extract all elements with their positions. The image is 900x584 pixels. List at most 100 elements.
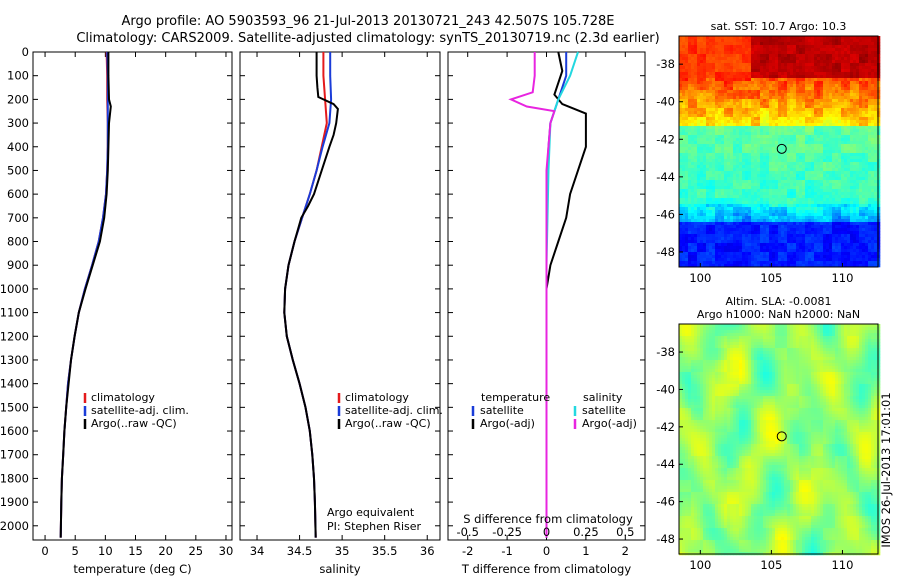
map-cell (745, 246, 748, 249)
map-cell (721, 186, 724, 189)
map-cell (874, 240, 877, 243)
map-cell (694, 171, 697, 174)
map-cell (766, 126, 769, 129)
map-cell (784, 231, 787, 234)
map-cell (724, 132, 727, 135)
map-cell (817, 204, 820, 207)
map-cell (850, 129, 853, 132)
map-cell (688, 159, 691, 162)
map-cell (820, 198, 823, 201)
map-cell (814, 156, 817, 159)
map-cell (703, 216, 706, 219)
map-cell (709, 81, 712, 84)
map-cell (781, 231, 784, 234)
map-cell (715, 117, 718, 120)
map-cell (733, 192, 736, 195)
map-cell (742, 111, 745, 114)
map-cell (874, 102, 877, 105)
map-cell (805, 141, 808, 144)
map-cell (796, 75, 799, 78)
map-cell (763, 156, 766, 159)
map-cell (796, 141, 799, 144)
map-cell (790, 69, 793, 72)
map-cell (760, 216, 763, 219)
map-cell (763, 60, 766, 63)
map-cell (793, 135, 796, 138)
map-cell (742, 177, 745, 180)
map-cell (817, 168, 820, 171)
map-cell (724, 57, 727, 60)
map-cell (865, 219, 868, 222)
map-cell (847, 93, 850, 96)
map-cell (811, 210, 814, 213)
map-cell (865, 189, 868, 192)
map-cell (796, 132, 799, 135)
map-cell (763, 138, 766, 141)
map-cell (874, 48, 877, 51)
map-cell (700, 132, 703, 135)
map-cell (853, 60, 856, 63)
map-cell (829, 189, 832, 192)
map-cell (871, 183, 874, 186)
map-cell (850, 48, 853, 51)
map-cell (859, 93, 862, 96)
map-cell (793, 237, 796, 240)
map-cell (805, 42, 808, 45)
map-cell (757, 111, 760, 114)
map-cell (784, 96, 787, 99)
map-cell (718, 177, 721, 180)
map-cell (715, 81, 718, 84)
map-cell (751, 114, 754, 117)
map-cell (838, 174, 841, 177)
map-cell (727, 189, 730, 192)
map-cell (742, 201, 745, 204)
map-cell (790, 216, 793, 219)
map-cell (820, 204, 823, 207)
map-cell (874, 204, 877, 207)
map-cell (703, 138, 706, 141)
map-cell (712, 132, 715, 135)
map-cell (745, 90, 748, 93)
map-cell (718, 132, 721, 135)
map-cell (709, 111, 712, 114)
map-cell (751, 120, 754, 123)
map-cell (739, 192, 742, 195)
map-cell (772, 240, 775, 243)
map-cell (796, 147, 799, 150)
map-cell (859, 189, 862, 192)
map-cell (688, 99, 691, 102)
map-cell (691, 66, 694, 69)
map-cell (748, 186, 751, 189)
map-cell (751, 48, 754, 51)
map-cell (817, 117, 820, 120)
map-cell (865, 63, 868, 66)
map-cell (835, 69, 838, 72)
map-cell (730, 69, 733, 72)
map-cell (868, 75, 871, 78)
map-cell (721, 210, 724, 213)
map-cell (874, 90, 877, 93)
map-cell (769, 216, 772, 219)
map-cell (787, 177, 790, 180)
map-cell (811, 186, 814, 189)
map-cell (868, 144, 871, 147)
map-cell (781, 48, 784, 51)
map-cell (856, 126, 859, 129)
map-cell (760, 117, 763, 120)
map-cell (766, 123, 769, 126)
map-cell (790, 48, 793, 51)
map-cell (856, 111, 859, 114)
map-cell (853, 39, 856, 42)
map-cell (742, 87, 745, 90)
map-cell (685, 186, 688, 189)
map-cell (847, 69, 850, 72)
map-cell (817, 243, 820, 246)
map-cell (682, 54, 685, 57)
map-cell (784, 210, 787, 213)
map-cell (847, 201, 850, 204)
map-cell (700, 204, 703, 207)
map-cell (766, 174, 769, 177)
map-cell (799, 129, 802, 132)
map-cell (697, 207, 700, 210)
map-cell (835, 144, 838, 147)
